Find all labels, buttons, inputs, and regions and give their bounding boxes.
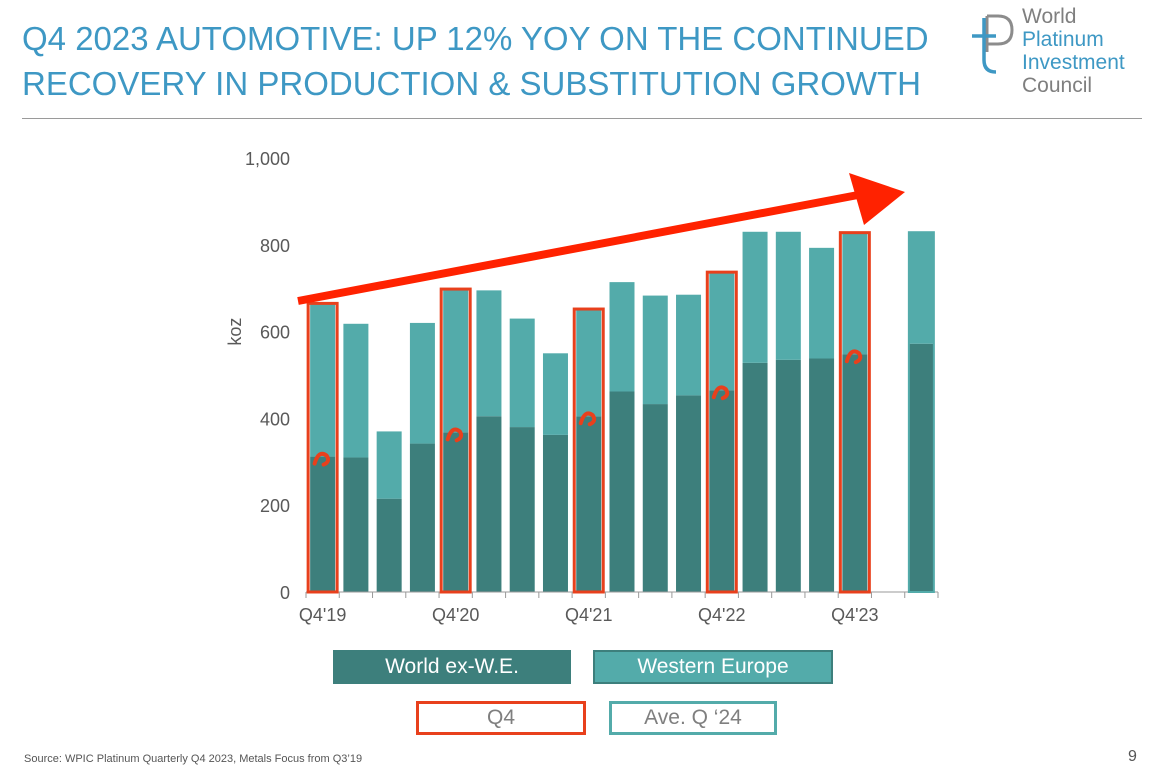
bar-western-europe (343, 323, 369, 458)
bar-world-ex-we (676, 395, 702, 592)
bar-world-ex-we (642, 404, 668, 592)
legend-ave-q24: Ave. Q ‘24 (609, 701, 777, 735)
bar-world-ex-we (908, 343, 934, 592)
x-tick-label: Q4'20 (432, 605, 479, 625)
bar-western-europe (642, 295, 668, 405)
page-title: Q4 2023 AUTOMOTIVE: UP 12% YOY ON THE CO… (22, 16, 972, 106)
bar-world-ex-we (343, 457, 369, 592)
bar-western-europe (476, 290, 502, 417)
q4-swirl-mark (312, 451, 331, 467)
x-tick-label: Q4'22 (698, 605, 745, 625)
y-tick-label: 200 (260, 496, 290, 516)
page-title-line-1: Q4 2023 AUTOMOTIVE: UP 12% YOY ON THE CO… (22, 20, 929, 57)
legend-western-europe: Western Europe (593, 650, 833, 684)
bar-western-europe (576, 309, 602, 417)
logo-text: World Platinum Investment Council (1022, 5, 1125, 97)
page-title-line-2: RECOVERY IN PRODUCTION & SUBSTITUTION GR… (22, 65, 922, 102)
q4-highlight-box (838, 231, 871, 594)
bar-western-europe (809, 247, 835, 359)
bar-western-europe (842, 232, 868, 355)
page-number: 9 (1128, 748, 1137, 765)
bar-world-ex-we (409, 443, 435, 592)
bar-western-europe (742, 231, 768, 363)
bar-western-europe (310, 303, 336, 457)
bar-western-europe (676, 294, 702, 396)
trend-arrow-head (849, 173, 905, 225)
bar-western-europe (609, 282, 635, 392)
x-tick-label: Q4'23 (831, 605, 878, 625)
q4-highlight-box (572, 307, 605, 594)
wpic-pt-logo-icon (972, 14, 1014, 74)
bar-world-ex-we (576, 416, 602, 592)
bar-western-europe (542, 353, 568, 435)
bar-world-ex-we (509, 427, 535, 592)
q4-swirl-mark (711, 385, 730, 401)
q4-swirl-mark (445, 427, 464, 443)
source-note: Source: WPIC Platinum Quarterly Q4 2023,… (24, 753, 363, 765)
bar-western-europe (908, 232, 934, 344)
bar-world-ex-we (742, 362, 768, 592)
logo-word-platinum: Platinum (1022, 28, 1104, 51)
y-tick-label: 1,000 (245, 149, 290, 169)
q4-swirl-mark (578, 411, 597, 427)
bar-western-europe (376, 431, 402, 499)
legend-world-ex-we: World ex-W.E. (333, 650, 571, 684)
y-tick-label: 600 (260, 323, 290, 343)
logo-word-world: World (1022, 5, 1077, 28)
y-tick-label: 0 (280, 583, 290, 603)
q4-highlight-box (705, 270, 738, 594)
legend-q4: Q4 (416, 701, 586, 735)
x-tick-label: Q4'21 (565, 605, 612, 625)
bar-world-ex-we (376, 498, 402, 592)
logo-word-investment: Investment (1022, 51, 1125, 74)
bar-western-europe (709, 272, 735, 391)
q4-swirl-mark (844, 349, 863, 365)
trend-arrow-shaft (297, 191, 859, 305)
bar-western-europe (443, 289, 469, 433)
q4-highlight-box (439, 287, 472, 594)
bar-world-ex-we (476, 416, 502, 592)
header-divider (22, 118, 1142, 119)
y-tick-label: 800 (260, 236, 290, 256)
y-axis-title: koz (225, 318, 245, 346)
x-tick-label: Q4'19 (299, 605, 346, 625)
q4-highlight-box (306, 301, 339, 594)
bar-world-ex-we (709, 390, 735, 592)
bar-western-europe (409, 322, 435, 444)
bar-western-europe (775, 231, 801, 360)
bar-world-ex-we (609, 391, 635, 592)
bar-world-ex-we (775, 359, 801, 592)
average-bar-outline (907, 231, 935, 594)
y-tick-label: 400 (260, 409, 290, 429)
bar-world-ex-we (842, 354, 868, 592)
bar-world-ex-we (310, 456, 336, 592)
bar-world-ex-we (542, 434, 568, 592)
bar-world-ex-we (809, 358, 835, 592)
bar-world-ex-we (443, 432, 469, 592)
logo-word-council: Council (1022, 74, 1093, 97)
bar-western-europe (509, 318, 535, 428)
